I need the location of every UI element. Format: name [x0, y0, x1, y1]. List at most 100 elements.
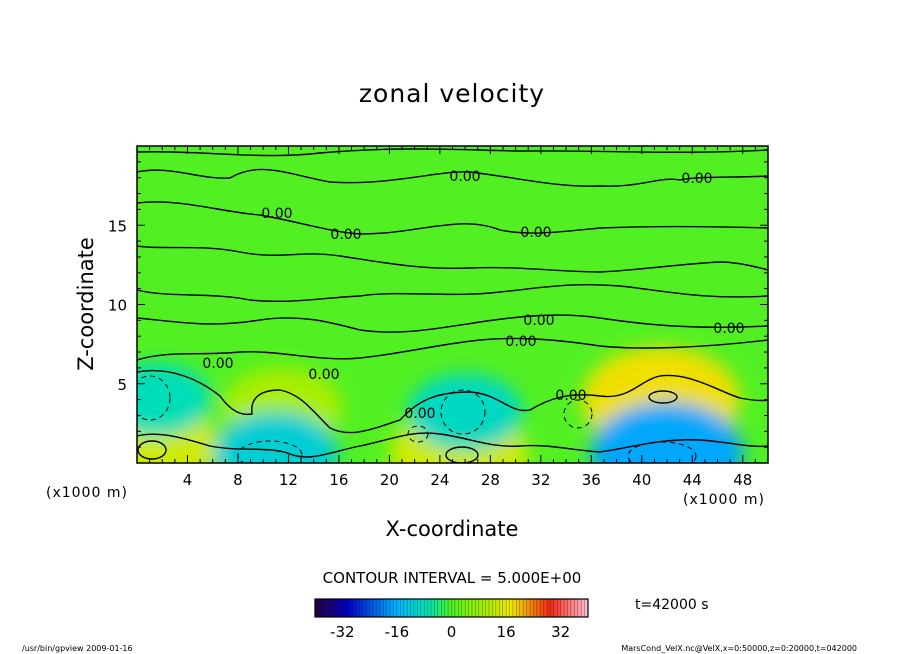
colorbar-segment: [581, 599, 585, 617]
colorbar-segment: [410, 599, 415, 617]
colorbar-segment: [509, 599, 514, 617]
colorbar-segment: [584, 599, 589, 617]
colorbar-segment: [458, 599, 463, 617]
x-axis-title: X-coordinate: [386, 517, 519, 541]
colorbar-segment: [359, 599, 364, 617]
x-axis: 4 8 12 16 20 24 28 32 36 40 44 48: [149, 146, 756, 489]
colorbar-segment: [321, 599, 326, 617]
colorbar-segment: [557, 599, 561, 617]
contour-label: 0.00: [404, 406, 435, 422]
contour-label: 0.00: [449, 169, 480, 185]
colorbar-segment: [355, 599, 360, 617]
x-tick-label: 32: [531, 471, 550, 489]
x-tick-label: 48: [733, 471, 752, 489]
colorbar-segment: [526, 599, 531, 617]
colorbar-segment: [529, 599, 534, 617]
colorbar-segment: [420, 599, 425, 617]
contour-label: 0.00: [308, 367, 339, 383]
colorbar-segment: [352, 599, 357, 617]
x-unit-label-left: (x1000 m): [46, 485, 128, 501]
footer-right: MarsCond_VelX.nc@VelX,x=0:50000,z=0:2000…: [621, 644, 857, 653]
colorbar-segment: [349, 599, 353, 617]
colorbar-tick-label: 16: [497, 623, 516, 641]
colorbar-segment: [325, 599, 329, 617]
colorbar-segment: [328, 599, 333, 617]
colorbar-segment: [485, 599, 490, 617]
footer-left: /usr/bin/gpview 2009-01-16: [22, 644, 133, 653]
colorbar-tick-label: -16: [385, 623, 410, 641]
x-tick-label: 16: [329, 471, 348, 489]
x-tick-label: 20: [380, 471, 399, 489]
colorbar-segment: [441, 599, 445, 617]
colorbar-segment: [390, 599, 394, 617]
colorbar-segment: [577, 599, 582, 617]
y-tick-label: 5: [117, 376, 127, 394]
colorbar-segment: [495, 599, 500, 617]
colorbar-frame: [314, 598, 589, 618]
colorbar-segment: [478, 599, 483, 617]
colorbar-segment: [553, 599, 558, 617]
colorbar-segment: [471, 599, 476, 617]
colorbar-segment: [570, 599, 575, 617]
colorbar-segment: [338, 599, 343, 617]
colorbar-segment: [540, 599, 544, 617]
colorbar-tick-label: 32: [551, 623, 570, 641]
chart-title: zonal velocity: [359, 79, 545, 108]
colorbar-segment: [523, 599, 527, 617]
contour-label: 0.00: [520, 225, 551, 241]
x-tick-label: 40: [632, 471, 651, 489]
colorbar-segment: [550, 599, 555, 617]
field-feature-7: [590, 402, 744, 463]
colorbar-segment: [465, 599, 469, 617]
colorbar-segment: [417, 599, 422, 617]
colorbar-segment: [444, 599, 449, 617]
x-tick-label: 24: [430, 471, 449, 489]
colorbar-segment: [400, 599, 405, 617]
colorbar-segment: [499, 599, 503, 617]
contour-label: 0.00: [681, 171, 712, 187]
x-tick-label: 8: [233, 471, 243, 489]
colorbar-segment: [332, 599, 336, 617]
y-tick-label: 15: [108, 217, 127, 235]
colorbar-segment: [536, 599, 541, 617]
plot-area: [137, 146, 768, 463]
colorbar-segment: [376, 599, 381, 617]
colorbar-segment: [437, 599, 442, 617]
contour-label: 0.00: [713, 321, 744, 337]
colorbar-segment: [342, 599, 347, 617]
zero-contours: [137, 148, 768, 463]
colorbar-segment: [366, 599, 370, 617]
contour-label: 0.00: [505, 334, 536, 350]
colorbar-segment: [574, 599, 579, 617]
colorbar-segment: [427, 599, 432, 617]
colorbar-segment: [512, 599, 517, 617]
colorbar-segment: [489, 599, 493, 617]
colorbar-segment: [362, 599, 367, 617]
contour-interval-label: CONTOUR INTERVAL = 5.000E+00: [323, 569, 582, 587]
x-unit-label-right: (x1000 m): [683, 492, 765, 508]
colorbar-segment: [396, 599, 401, 617]
colorbar-segment: [492, 599, 497, 617]
colorbar-segment: [315, 599, 319, 617]
colorbar-segment: [533, 599, 538, 617]
colorbar-segment: [434, 599, 439, 617]
contour-label: 0.00: [202, 356, 233, 372]
x-tick-label: 12: [279, 471, 298, 489]
colorbar-segment: [519, 599, 524, 617]
colorbar-segment: [383, 599, 387, 617]
contour-label: 0.00: [555, 388, 586, 404]
colorbar-segment: [468, 599, 473, 617]
contour-label: 0.00: [523, 313, 554, 329]
colorbar-segment: [386, 599, 391, 617]
colorbar-segment: [413, 599, 418, 617]
colorbar-segment: [454, 599, 459, 617]
colorbar-segment: [393, 599, 398, 617]
field-feature-5: [137, 362, 212, 437]
field-feature-4: [407, 373, 523, 451]
colorbar-segment: [564, 599, 568, 617]
time-label: t=42000 s: [635, 597, 709, 613]
colorbar-segment: [448, 599, 452, 617]
colorbar-segment: [516, 599, 521, 617]
y-tick-label: 10: [108, 297, 127, 315]
contour-label: 0.00: [330, 227, 361, 243]
